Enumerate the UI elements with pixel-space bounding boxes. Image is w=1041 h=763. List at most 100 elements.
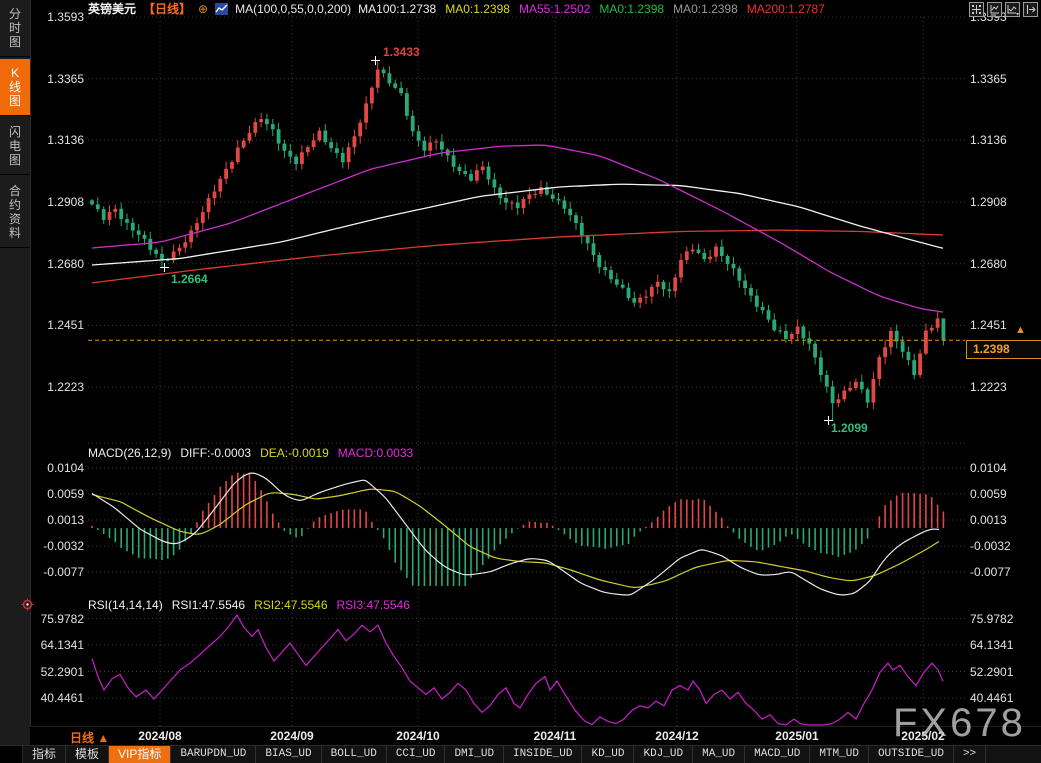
toolbar-tab-bollud[interactable]: BOLL_UD	[322, 746, 387, 763]
brand-watermark: FX678	[893, 701, 1026, 745]
price-label-left-7: 1.2223	[47, 380, 84, 394]
macd-label-right-5: -0.0077	[970, 565, 1011, 579]
rsi-value-1: RSI1:47.5546	[171, 598, 246, 612]
price-label-right-7: 1.2223	[970, 380, 1007, 394]
macd-label-right-1: 0.0104	[970, 461, 1007, 475]
toolbar-tab-macdud[interactable]: MACD_UD	[745, 746, 811, 763]
rsi-label-left-2: 64.1341	[40, 638, 84, 652]
scale-axis-left-icon[interactable]	[987, 2, 1002, 17]
indicator-toolbar: 指标 模板 VIP指标 BARUPDN_UD BIAS_UD BOLL_UD CCI_UD D…	[0, 745, 1041, 763]
date-label-1: 2024/08	[138, 729, 182, 743]
toolbar-tab-biasud[interactable]: BIAS_UD	[256, 746, 322, 763]
date-label-3: 2024/10	[396, 729, 440, 743]
macd-label-left-3: 0.0013	[47, 513, 84, 527]
toolbar-tab-insideud[interactable]: INSIDE_UD	[504, 746, 583, 763]
ma-values-group: MA100:1.2738 MA0:1.2398 MA55:1.2502 MA0:1.2…	[358, 2, 834, 16]
price-label-right-6: 1.2451	[970, 318, 1007, 333]
rsi-label-right-2: 64.1341	[970, 638, 1014, 652]
ma-value-4: MA0:1.2398	[599, 1, 665, 16]
toolbar-tab-outsideud[interactable]: OUTSIDE_UD	[869, 746, 954, 763]
macd-value-2: DEA:-0.0019	[260, 446, 329, 460]
rsi-value-3: RSI3:47.5546	[336, 598, 410, 612]
price-label-left-5: 1.2680	[47, 256, 84, 271]
rsi-header: RSI(14,14,14) RSI1:47.5546 RSI2:47.5546 RSI…	[88, 598, 419, 612]
price-label-left-3: 1.3136	[47, 133, 84, 148]
ma-settings-label: MA(100,0,55,0,0,200)	[235, 1, 352, 16]
rsi-label-right-1: 75.9782	[970, 611, 1014, 626]
date-label-5: 2024/12	[655, 729, 699, 743]
swing-low1-label: 1.2664	[171, 272, 208, 286]
macd-label-left-5: -0.0077	[43, 565, 84, 579]
toolbar-tab-dmiud[interactable]: DMI_UD	[445, 746, 505, 763]
date-label-4: 2024/11	[533, 729, 577, 743]
macd-label-left-4: -0.0032	[43, 539, 84, 553]
rsi-values-group: RSI1:47.5546 RSI2:47.5546 RSI3:47.5546	[172, 598, 419, 612]
macd-label-right-4: -0.0032	[970, 539, 1011, 553]
pan-tool-icon[interactable]	[969, 2, 984, 17]
macd-value-3: MACD:0.0033	[337, 446, 414, 460]
toolbar-tab-[interactable]: 指标	[23, 746, 67, 763]
chart-header: 英镑美元 【日线】 ⊕ MA(100,0,55,0,0,200) MA100:1…	[88, 1, 834, 17]
ma-value-3: MA55:1.2502	[518, 1, 591, 16]
toolbar-tab-cciud[interactable]: CCI_UD	[387, 746, 446, 763]
rsi-value-2: RSI2:47.5546	[254, 598, 328, 612]
price-label-left-4: 1.2908	[47, 195, 84, 209]
indicator-settings-icon[interactable]	[21, 598, 34, 611]
macd-header: MACD(26,12,9) DIFF:-0.0003 DEA:-0.0019 MACD…	[88, 446, 422, 460]
swing-high-marker	[371, 56, 380, 65]
scale-axis-right-icon[interactable]	[1005, 2, 1020, 17]
toolbar-tab-mtmud[interactable]: MTM_UD	[810, 746, 869, 763]
toolbar-tab-kdud[interactable]: KD_UD	[582, 746, 635, 763]
macd-settings-label: MACD(26,12,9)	[88, 446, 172, 460]
date-axis-row	[30, 726, 1041, 745]
ma-value-1: MA100:1.2738	[358, 1, 437, 16]
rsi-label-left-3: 52.2901	[40, 664, 84, 679]
toolbar-tab-[interactable]: 模板	[66, 746, 110, 763]
rsi-label-right-4: 40.4461	[970, 691, 1014, 705]
window-controls	[969, 2, 1038, 17]
chart-type-icon[interactable]	[215, 2, 229, 15]
macd-label-left-2: 0.0059	[47, 487, 84, 501]
toolbar-tab-barupdnud[interactable]: BARUPDN_UD	[171, 746, 257, 763]
sidebar-tab-1[interactable]: 分时图	[0, 0, 30, 57]
date-label-6: 2025/01	[775, 729, 819, 743]
macd-values-group: DIFF:-0.0003 DEA:-0.0019 MACD:0.0033	[180, 446, 422, 460]
sidebar-tab-3[interactable]: 闪电图	[0, 118, 30, 175]
price-label-left-2: 1.3365	[47, 71, 84, 86]
price-label-left-6: 1.2451	[47, 318, 84, 333]
macd-label-right-3: 0.0013	[970, 513, 1007, 527]
last-price-tag: 1.2398	[966, 340, 1041, 359]
date-label-7: 2025/02	[901, 729, 945, 743]
swing-low2-label: 1.2099	[831, 421, 868, 435]
rsi-label-right-3: 52.2901	[970, 664, 1014, 679]
ma-value-5: MA0:1.2398	[673, 1, 738, 16]
swing-low1-marker	[160, 263, 169, 272]
macd-value-1: DIFF:-0.0003	[180, 446, 252, 460]
symbol-name: 英镑美元	[88, 2, 137, 16]
toolbar-tab-vip[interactable]: VIP指标	[109, 746, 172, 763]
swing-low2-marker	[824, 416, 833, 425]
collapse-panel-icon[interactable]	[1023, 2, 1038, 17]
price-label-right-4: 1.2908	[970, 195, 1007, 209]
toolbar-tab-maud[interactable]: MA_UD	[693, 746, 746, 763]
sidebar-tab-4[interactable]: 合约资料	[0, 177, 30, 248]
swing-high-label: 1.3433	[383, 45, 420, 59]
toolbar-tab-kdjud[interactable]: KDJ_UD	[634, 746, 694, 763]
macd-label-left-1: 0.0104	[47, 461, 84, 475]
add-indicator-icon[interactable]: ⊕	[198, 1, 209, 16]
price-label-right-2: 1.3365	[970, 71, 1007, 86]
rsi-label-left-4: 40.4461	[40, 691, 84, 705]
price-up-arrow-icon: ▲	[1015, 324, 1026, 336]
date-label-2: 2024/09	[270, 729, 314, 743]
timeframe-selector[interactable]: 日线 ▲	[70, 731, 110, 745]
toolbar-tab-[interactable]: >>	[954, 746, 987, 763]
rsi-label-left-1: 75.9782	[40, 611, 84, 626]
ma-value-6: MA200:1.2787	[746, 1, 825, 16]
price-label-right-3: 1.3136	[970, 133, 1007, 148]
ma-value-2: MA0:1.2398	[445, 1, 510, 16]
toolbar-spacer	[0, 746, 23, 763]
